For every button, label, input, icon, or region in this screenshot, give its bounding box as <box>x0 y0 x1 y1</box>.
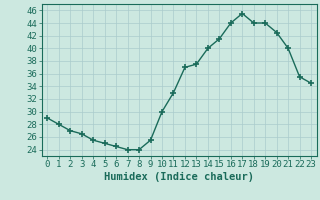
X-axis label: Humidex (Indice chaleur): Humidex (Indice chaleur) <box>104 172 254 182</box>
